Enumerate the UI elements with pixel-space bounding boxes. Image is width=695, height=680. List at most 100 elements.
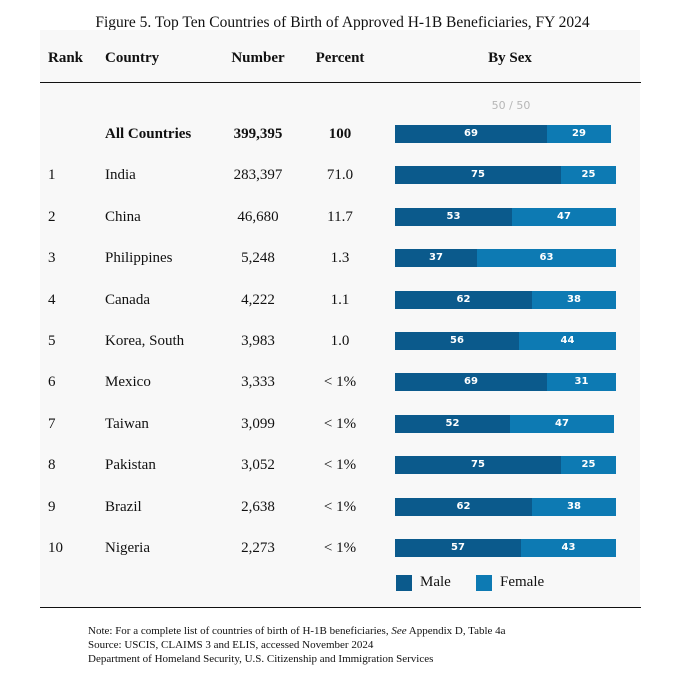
bar-male-segment: 62: [395, 291, 532, 309]
rank-cell: 6: [48, 374, 56, 390]
legend-male-label: Male: [420, 574, 451, 590]
scale-label: 50 / 50: [491, 99, 531, 112]
rank-cell: 10: [48, 540, 63, 556]
sex-bar: 52 47: [395, 415, 616, 433]
table-row: 6 Mexico 3,333 < 1% 69 31: [0, 372, 695, 392]
header-rule: [40, 82, 641, 83]
table-row: 7 Taiwan 3,099 < 1% 52 47: [0, 414, 695, 434]
bar-female-segment: 25: [561, 166, 616, 184]
country-cell: Brazil: [105, 499, 142, 515]
number-cell: 399,395: [233, 126, 283, 142]
number-cell: 3,333: [241, 374, 275, 390]
percent-cell: < 1%: [323, 540, 357, 556]
sex-bar: 75 25: [395, 166, 616, 184]
country-cell: China: [105, 209, 141, 225]
bar-male-segment: 37: [395, 249, 477, 267]
country-cell: Taiwan: [105, 416, 149, 432]
rank-cell: 5: [48, 333, 56, 349]
bar-male-segment: 75: [395, 456, 561, 474]
footer-rule: [40, 607, 641, 608]
rank-cell: 4: [48, 292, 56, 308]
sex-bar: 57 43: [395, 539, 616, 557]
number-cell: 283,397: [233, 167, 283, 183]
table-row: 8 Pakistan 3,052 < 1% 75 25: [0, 455, 695, 475]
table-row: 3 Philippines 5,248 1.3 37 63: [0, 248, 695, 268]
rank-cell: 1: [48, 167, 56, 183]
chart-panel: [40, 30, 640, 608]
number-cell: 3,052: [241, 457, 275, 473]
percent-cell: 1.1: [330, 292, 350, 308]
bar-male-segment: 75: [395, 166, 561, 184]
header-number: Number: [231, 50, 285, 66]
percent-cell: 100: [328, 126, 352, 142]
bar-male-segment: 62: [395, 498, 532, 516]
country-cell: India: [105, 167, 136, 183]
note-prefix: Note: For a complete list of countries o…: [88, 625, 392, 637]
legend-female-label: Female: [500, 574, 545, 590]
sex-bar: 69 31: [395, 373, 616, 391]
country-cell: Canada: [105, 292, 150, 308]
bar-female-segment: 25: [561, 456, 616, 474]
agency-line: Department of Homeland Security, U.S. Ci…: [88, 653, 434, 665]
percent-cell: 71.0: [326, 167, 354, 183]
percent-cell: 11.7: [327, 209, 353, 225]
note-see: See: [391, 625, 407, 637]
legend-male-swatch: [396, 574, 412, 591]
bar-male-segment: 69: [395, 125, 547, 143]
percent-cell: 1.3: [330, 250, 350, 266]
number-cell: 46,680: [237, 209, 279, 225]
source-line: Source: USCIS, CLAIMS 3 and ELIS, access…: [88, 639, 374, 651]
table-row: 1 India 283,397 71.0 75 25: [0, 165, 695, 185]
legend-female: Female: [476, 574, 544, 591]
table-row: 5 Korea, South 3,983 1.0 56 44: [0, 331, 695, 351]
country-cell: Mexico: [105, 374, 151, 390]
country-cell: All Countries: [105, 126, 192, 142]
sex-bar: 56 44: [395, 332, 616, 350]
number-cell: 4,222: [241, 292, 275, 308]
legend-female-swatch: [476, 574, 492, 591]
table-row: 2 China 46,680 11.7 53 47: [0, 207, 695, 227]
bar-male-segment: 69: [395, 373, 547, 391]
country-cell: Korea, South: [105, 333, 185, 349]
number-cell: 2,638: [241, 499, 275, 515]
bar-male-segment: 53: [395, 208, 512, 226]
percent-cell: 1.0: [330, 333, 350, 349]
percent-cell: < 1%: [323, 499, 357, 515]
percent-cell: < 1%: [323, 374, 357, 390]
note-suffix: Appendix D, Table 4a: [406, 625, 506, 637]
figure-title: Figure 5. Top Ten Countries of Birth of …: [95, 14, 590, 31]
bar-female-segment: 38: [532, 291, 616, 309]
legend-male: Male: [396, 574, 451, 591]
notes: Note: For a complete list of countries o…: [88, 624, 506, 666]
rank-cell: 3: [48, 250, 56, 266]
percent-cell: < 1%: [323, 416, 357, 432]
number-cell: 3,099: [241, 416, 275, 432]
country-cell: Nigeria: [105, 540, 150, 556]
bar-female-segment: 47: [510, 415, 614, 433]
bar-female-segment: 63: [477, 249, 616, 267]
number-cell: 3,983: [241, 333, 275, 349]
sex-bar: 62 38: [395, 291, 616, 309]
bar-female-segment: 31: [547, 373, 616, 391]
sex-bar: 69 29: [395, 125, 616, 143]
header-percent: Percent: [315, 50, 365, 66]
sex-bar: 37 63: [395, 249, 616, 267]
note-line: Note: For a complete list of countries o…: [88, 624, 506, 638]
bar-female-segment: 38: [532, 498, 616, 516]
bar-female-segment: 29: [547, 125, 611, 143]
rank-cell: 9: [48, 499, 56, 515]
sex-bar: 53 47: [395, 208, 616, 226]
sex-bar: 75 25: [395, 456, 616, 474]
country-cell: Pakistan: [105, 457, 156, 473]
number-cell: 5,248: [241, 250, 275, 266]
header-by-sex: By Sex: [488, 50, 532, 66]
bar-male-segment: 56: [395, 332, 519, 350]
country-cell: Philippines: [105, 250, 173, 266]
bar-female-segment: 43: [521, 539, 616, 557]
bar-male-segment: 52: [395, 415, 510, 433]
total-row: All Countries 399,395 100 69 29: [0, 124, 695, 144]
table-row: 10 Nigeria 2,273 < 1% 57 43: [0, 538, 695, 558]
rank-cell: 8: [48, 457, 56, 473]
percent-cell: < 1%: [323, 457, 357, 473]
table-row: 4 Canada 4,222 1.1 62 38: [0, 290, 695, 310]
